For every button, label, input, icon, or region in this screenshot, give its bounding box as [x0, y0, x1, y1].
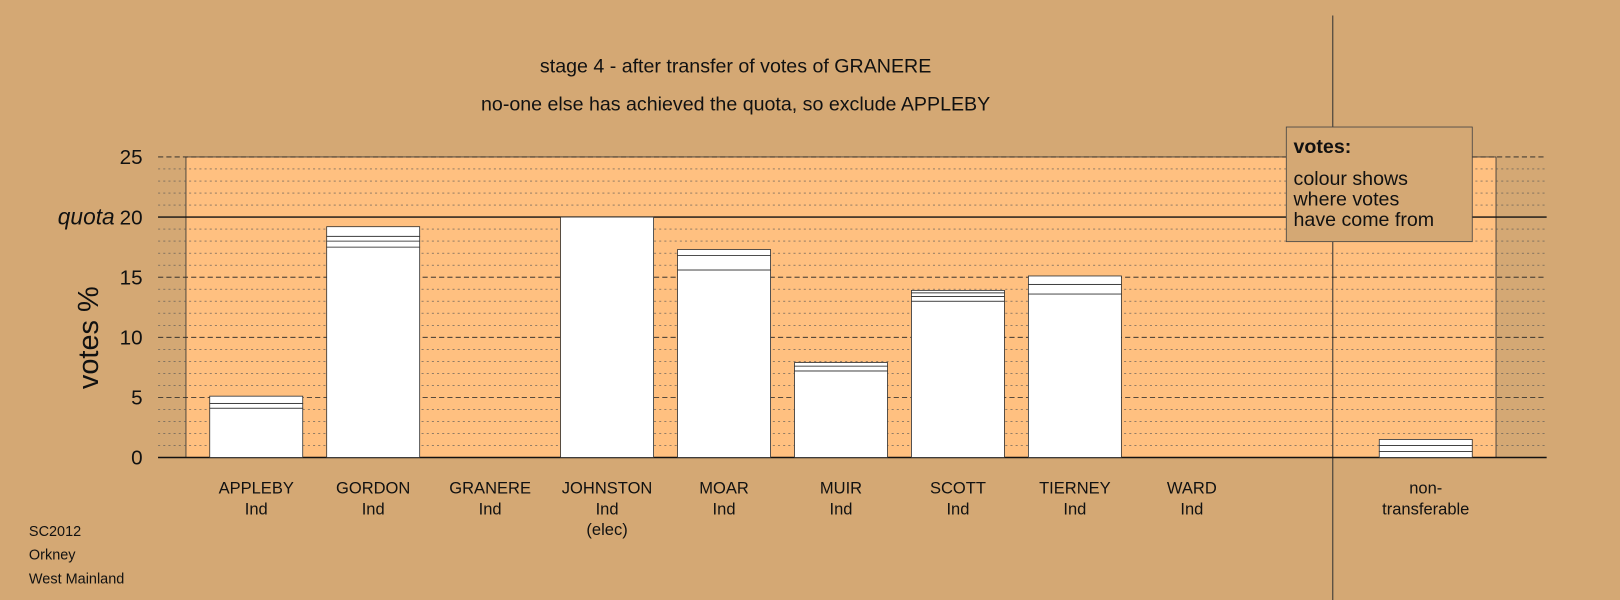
x-tick-label: Ind	[245, 499, 268, 518]
x-tick-label: (elec)	[586, 520, 627, 539]
bar-segment	[911, 300, 1005, 458]
bar-segment	[209, 407, 304, 458]
bar-segment	[209, 395, 304, 404]
x-tick-label: Ind	[713, 499, 736, 518]
x-tick-label: Ind	[830, 499, 853, 518]
bar-segment	[326, 226, 421, 237]
bar-segment	[794, 362, 888, 367]
quota-label: quota	[58, 203, 115, 229]
x-tick-label: Ind	[946, 499, 969, 518]
bar-segment	[1027, 293, 1122, 458]
bar-segment	[1027, 275, 1122, 285]
x-tick-label: transferable	[1382, 499, 1469, 518]
bar-segment	[911, 295, 1005, 302]
legend-title: votes:	[1294, 136, 1352, 158]
y-tick-label: 0	[131, 447, 142, 470]
x-tick-label: WARD	[1167, 479, 1217, 498]
x-tick-label: MOAR	[699, 479, 749, 498]
x-tick-label: Ind	[1180, 499, 1203, 518]
bar-segment	[326, 246, 421, 458]
legend-text: have come from	[1294, 209, 1435, 231]
footer-text: SC2012	[29, 524, 81, 540]
bar-segment	[326, 240, 421, 248]
x-tick-label: Ind	[596, 499, 619, 518]
legend-text: where votes	[1293, 189, 1400, 211]
bar-segment	[209, 402, 304, 409]
chart-subtitle: no-one else has achieved the quota, so e…	[481, 94, 990, 116]
footer-text: Orkney	[29, 548, 76, 564]
bar-segment	[794, 370, 888, 458]
x-tick-label: SCOTT	[930, 479, 986, 498]
bar-segment	[1378, 445, 1473, 452]
x-tick-label: non-	[1409, 479, 1442, 498]
bar-segment	[677, 249, 771, 256]
y-tick-label: 25	[120, 146, 143, 169]
bar-segment	[1378, 439, 1473, 446]
bar-segment	[911, 289, 1005, 294]
x-tick-label: APPLEBY	[219, 479, 294, 498]
y-tick-label: 10	[120, 327, 143, 350]
bar-segment	[677, 269, 771, 458]
bar-segment	[911, 292, 1005, 297]
y-tick-label: 20	[120, 206, 143, 229]
bar-segment	[794, 365, 888, 372]
bar-segment	[677, 255, 771, 271]
x-tick-label: JOHNSTON	[562, 479, 653, 498]
x-tick-label: GRANERE	[449, 479, 531, 498]
x-tick-label: TIERNEY	[1039, 479, 1111, 498]
x-tick-label: GORDON	[336, 479, 410, 498]
footer-text: West Mainland	[29, 571, 124, 587]
legend-text: colour shows	[1294, 168, 1409, 190]
x-tick-label: Ind	[362, 499, 385, 518]
y-tick-label: 15	[120, 266, 143, 289]
x-tick-label: Ind	[1063, 499, 1086, 518]
bar-segment	[560, 216, 654, 458]
legend-box	[1285, 126, 1473, 243]
chart-title: stage 4 - after transfer of votes of GRA…	[540, 55, 931, 77]
bar-segment	[1027, 283, 1122, 295]
bar-segment	[1378, 451, 1473, 458]
x-tick-label: Ind	[479, 499, 502, 518]
bar-segment	[326, 235, 421, 242]
y-axis-label: votes %	[73, 286, 105, 389]
y-tick-label: 5	[131, 387, 142, 410]
x-tick-label: MUIR	[820, 479, 862, 498]
